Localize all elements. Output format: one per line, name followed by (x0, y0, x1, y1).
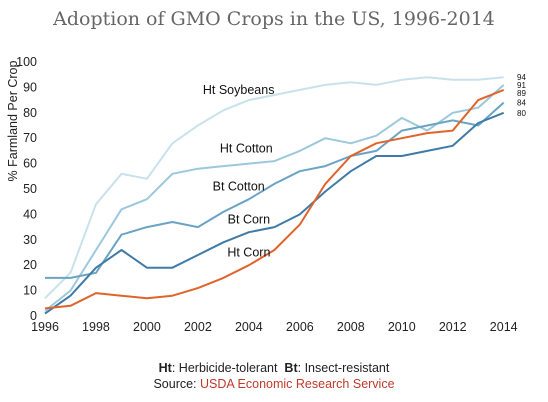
series-label: Ht Cotton (220, 141, 273, 155)
series-line-ht-corn (44, 88, 505, 310)
source-note: Source: USDA Economic Research Service (0, 376, 548, 392)
y-axis-label: % Farmland Per Crop (6, 61, 20, 182)
series-label: Ht Corn (227, 246, 270, 260)
x-tick-label: 2000 (133, 320, 161, 334)
x-tick-label: 2012 (439, 320, 467, 334)
bt-text: : Insect-resistant (297, 361, 390, 375)
source-name: USDA Economic Research Service (200, 377, 395, 391)
series-line-bt-corn (44, 111, 505, 315)
series-line-ht-soybeans (44, 76, 504, 299)
x-tick-label: 2014 (490, 320, 518, 334)
x-tick-labels: 1996 1998 2000 2002 2004 2006 2008 2010 2012 2014 (31, 320, 518, 334)
y-tick-label: 20 (23, 258, 37, 272)
y-tick-label: 50 (23, 182, 37, 196)
end-value-label: 94 (517, 73, 526, 82)
x-tick-label: 2002 (184, 320, 212, 334)
ht-abbr: Ht (158, 361, 172, 375)
source-prefix: Source: (153, 377, 201, 391)
series-labels: Ht Soybeans Ht Cotton Bt Cotton Bt Corn Ht C… (203, 83, 275, 260)
x-tick-label: 1998 (82, 320, 110, 334)
end-value-label: 80 (517, 109, 526, 118)
series-lines (44, 76, 505, 315)
end-value-label: 89 (517, 89, 526, 98)
series-label: Bt Cotton (213, 179, 265, 193)
series-line-bt-cotton (45, 101, 505, 279)
y-tick-label: 90 (23, 80, 37, 94)
y-tick-labels: 0 10 20 30 40 50 60 70 80 90 100 (16, 55, 37, 323)
x-tick-label: 2004 (235, 320, 263, 334)
end-value-label: 91 (517, 81, 526, 90)
y-tick-label: 100 (16, 55, 37, 69)
x-tick-label: 2008 (337, 320, 365, 334)
end-value-label: 84 (517, 99, 526, 108)
x-tick-label: 1996 (31, 320, 59, 334)
series-label: Bt Corn (228, 212, 270, 226)
y-tick-label: 30 (23, 233, 37, 247)
y-tick-label: 80 (23, 106, 37, 120)
x-tick-label: 2006 (286, 320, 314, 334)
y-tick-label: 0 (30, 309, 37, 323)
bt-abbr: Bt (284, 361, 298, 375)
y-tick-label: 40 (23, 207, 37, 221)
series-line-ht-cotton (44, 84, 505, 312)
x-tick-label: 2010 (388, 320, 416, 334)
legend-note: Ht: Herbicide-tolerant Bt: Insect-resist… (0, 360, 548, 376)
chart-title: Adoption of GMO Crops in the US, 1996-20… (53, 8, 495, 30)
y-tick-label: 60 (23, 157, 37, 171)
chart-notes: Ht: Herbicide-tolerant Bt: Insect-resist… (0, 360, 548, 392)
ht-text: : Herbicide-tolerant (171, 361, 285, 375)
series-label: Ht Soybeans (203, 83, 275, 97)
y-tick-label: 70 (23, 131, 37, 145)
y-tick-label: 10 (23, 284, 37, 298)
